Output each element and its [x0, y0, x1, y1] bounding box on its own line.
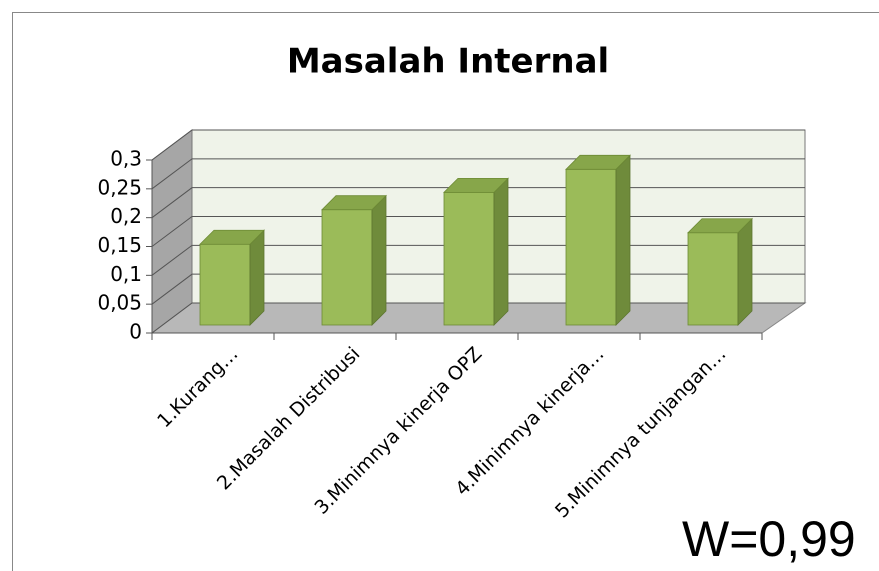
- annotation: W=0,99: [682, 511, 856, 567]
- bar-front: [321, 209, 373, 326]
- bar-top: [321, 195, 387, 211]
- bar-side: [249, 229, 265, 326]
- y-tick-label: 0,25: [97, 175, 142, 199]
- bar-top: [443, 177, 509, 193]
- grid-line: [151, 129, 805, 161]
- bar-top: [199, 229, 265, 245]
- y-tick-label: 0,05: [97, 291, 142, 315]
- chart-title: Masalah Internal: [287, 42, 609, 82]
- y-tick-label: 0,15: [97, 233, 142, 257]
- y-tick-label: 0: [129, 320, 142, 344]
- bar-top: [565, 154, 631, 170]
- bar-front: [443, 191, 495, 326]
- bar: [321, 194, 387, 326]
- bar: [565, 154, 631, 326]
- bar-front: [687, 232, 739, 326]
- bar-front: [565, 168, 617, 326]
- bar-side: [371, 194, 387, 326]
- bar-front: [199, 243, 251, 326]
- y-tick-label: 0,2: [110, 204, 142, 228]
- bar-top: [687, 218, 753, 234]
- y-tick-label: 0,3: [110, 147, 142, 171]
- bar: [443, 177, 509, 326]
- bar-side: [737, 217, 753, 326]
- bar-side: [493, 177, 509, 326]
- bar: [687, 217, 753, 326]
- bar-side: [615, 154, 631, 326]
- y-tick-label: 0,1: [110, 262, 142, 286]
- bar: [199, 229, 265, 326]
